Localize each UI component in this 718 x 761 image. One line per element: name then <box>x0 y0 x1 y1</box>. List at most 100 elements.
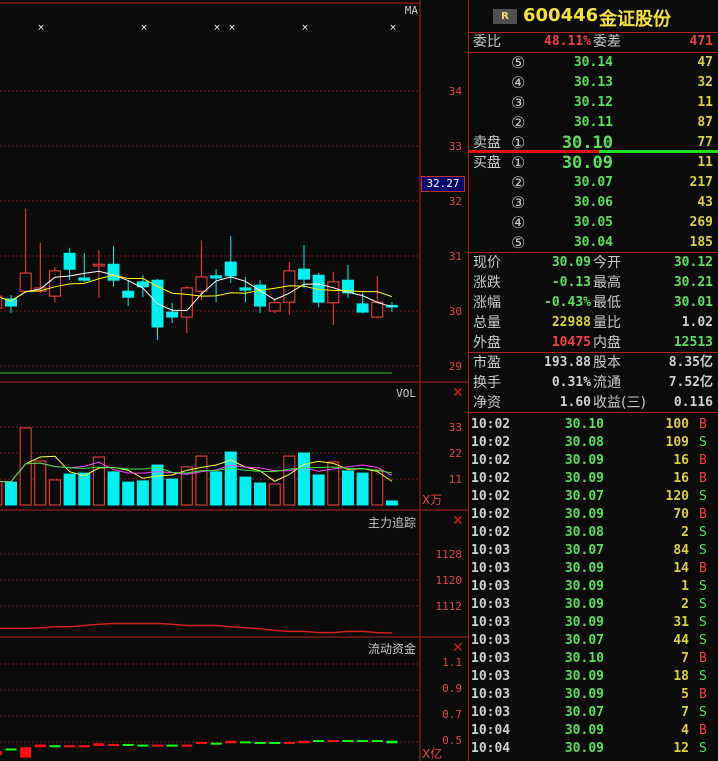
trade-price: 30.07 <box>564 543 604 558</box>
volume-bar <box>210 471 223 506</box>
ask-row[interactable]: ② 30.11 87 <box>469 113 718 133</box>
price-ma-line <box>0 270 393 312</box>
ask-row[interactable]: ③ 30.12 11 <box>469 93 718 113</box>
trade-time: 10:02 <box>471 435 511 450</box>
stat-value: 30.01 <box>673 295 713 310</box>
current-price-tag: 32.27 <box>421 176 465 192</box>
ask-row-price: 30.11 <box>573 115 613 130</box>
trade-side: S <box>699 669 707 684</box>
quote-stat-row: 涨幅 -0.43% 最低 30.01 <box>469 293 718 313</box>
quote-stat-row: 总量 22988 量比 1.02 <box>469 313 718 333</box>
flow-axis-tick: 1.1 <box>442 656 462 669</box>
trade-price: 30.09 <box>564 507 604 522</box>
trade-volume: 7 <box>681 705 689 720</box>
trade-volume: 16 <box>673 453 689 468</box>
candle-down <box>210 275 223 279</box>
volume-bar <box>327 461 340 506</box>
trade-volume: 7 <box>681 651 689 666</box>
trade-side: S <box>699 615 707 630</box>
trade-price: 30.10 <box>564 651 604 666</box>
flow-bar <box>254 742 266 744</box>
trade-volume: 18 <box>673 669 689 684</box>
chart-canvas[interactable]: × × × × × × <box>0 0 468 761</box>
flow-bar <box>108 743 120 746</box>
ask-row[interactable]: ④ 30.13 32 <box>469 73 718 93</box>
price-axis-tick: 34 <box>448 85 462 98</box>
stat-label: 涨跌 <box>473 275 501 291</box>
flow-bar <box>210 742 222 745</box>
close-flow-pane-icon[interactable]: ✕ <box>452 640 464 656</box>
volume-pane-name: VOL <box>396 387 416 400</box>
ask-row-price: 30.10 <box>561 133 613 153</box>
fundamental-label: 流通 <box>593 375 621 391</box>
candle-down <box>356 303 369 313</box>
flow-bar <box>239 741 251 744</box>
trade-volume: 4 <box>681 723 689 738</box>
ask-row[interactable]: ⑤ 30.14 47 <box>469 53 718 73</box>
trade-side: S <box>699 543 707 558</box>
bid-row-price: 30.05 <box>573 215 613 230</box>
stat-value: 12513 <box>673 335 713 350</box>
bid-row[interactable]: ④ 30.05 269 <box>469 213 718 233</box>
kline-chart-area[interactable]: × × × × × × MA 34 33 32 31 30 29 32.27 VOL ✕ X万 主力… <box>0 0 468 761</box>
flow-bar <box>5 748 17 751</box>
volume-bar <box>195 455 208 506</box>
fundamental-label: 净资 <box>473 395 501 411</box>
bid-row-volume: 43 <box>697 195 713 210</box>
trade-time: 10:02 <box>471 507 511 522</box>
bid-row[interactable]: ③ 30.06 43 <box>469 193 718 213</box>
candle-up <box>327 281 340 304</box>
candle-up <box>195 276 208 292</box>
flow-bar <box>34 744 46 748</box>
volume-ma-line <box>0 455 393 483</box>
fundamental-value: 8.35亿 <box>668 355 713 370</box>
fundamental-value: 7.52亿 <box>668 375 713 390</box>
trade-time: 10:02 <box>471 471 511 486</box>
bid-row[interactable]: ⑤ 30.04 185 <box>469 233 718 253</box>
ask-row-volume: 47 <box>697 55 713 70</box>
trade-price: 30.09 <box>564 615 604 630</box>
trade-row: 10:03 30.09 1 S <box>469 578 718 596</box>
bid-row[interactable]: ② 30.07 217 <box>469 173 718 193</box>
mainforce-axis-tick: 1128 <box>435 548 463 561</box>
trade-volume: 120 <box>665 489 689 504</box>
stat-label: 内盘 <box>593 335 621 351</box>
marker-icon: × <box>228 23 236 33</box>
marker-icon: × <box>389 23 397 33</box>
trade-price: 30.09 <box>564 597 604 612</box>
marker-icon: × <box>140 23 148 33</box>
ask-row[interactable]: 卖盘 ① 30.10 77 <box>469 133 718 153</box>
flow-bar <box>166 744 178 747</box>
volume-bar <box>254 482 267 506</box>
volume-bar <box>151 464 164 506</box>
trade-side: S <box>699 489 707 504</box>
trade-volume: 5 <box>681 687 689 702</box>
stat-label: 外盘 <box>473 335 501 351</box>
bid-row[interactable]: 买盘 ① 30.09 11 <box>469 153 718 173</box>
flow-unit: X亿 <box>422 747 443 761</box>
quote-panel: R 600446 金证股份 委比 48.11% 委差 471 ⑤ 30.14 47 ④… <box>468 0 718 761</box>
trade-row: 10:02 30.09 70 B <box>469 506 718 524</box>
trade-volume: 16 <box>673 471 689 486</box>
trade-row: 10:03 30.10 7 B <box>469 650 718 668</box>
trade-time: 10:03 <box>471 687 511 702</box>
trade-price: 30.07 <box>564 489 604 504</box>
bid-row-price: 30.04 <box>573 235 613 250</box>
close-mainforce-pane-icon[interactable]: ✕ <box>452 513 464 529</box>
trade-volume: 2 <box>681 597 689 612</box>
bid-row-level: ④ <box>511 213 526 232</box>
trade-side: B <box>699 687 707 702</box>
volume-bar <box>166 478 179 506</box>
bid-row-side-label: 买盘 <box>473 155 501 171</box>
trade-time: 10:03 <box>471 561 511 576</box>
fundamental-row: 净资 1.60 收益(三) 0.116 <box>469 393 718 413</box>
flow-bar <box>152 744 163 747</box>
mainforce-pane-name: 主力追踪 <box>367 516 416 530</box>
close-volume-pane-icon[interactable]: ✕ <box>452 385 464 401</box>
ask-row-volume: 77 <box>697 135 713 150</box>
volume-bar <box>180 466 193 506</box>
bid-row-level: ① <box>511 153 526 172</box>
trade-price: 30.10 <box>564 417 604 432</box>
bid-row-level: ② <box>511 173 526 192</box>
ask-row-level: ⑤ <box>511 53 526 72</box>
